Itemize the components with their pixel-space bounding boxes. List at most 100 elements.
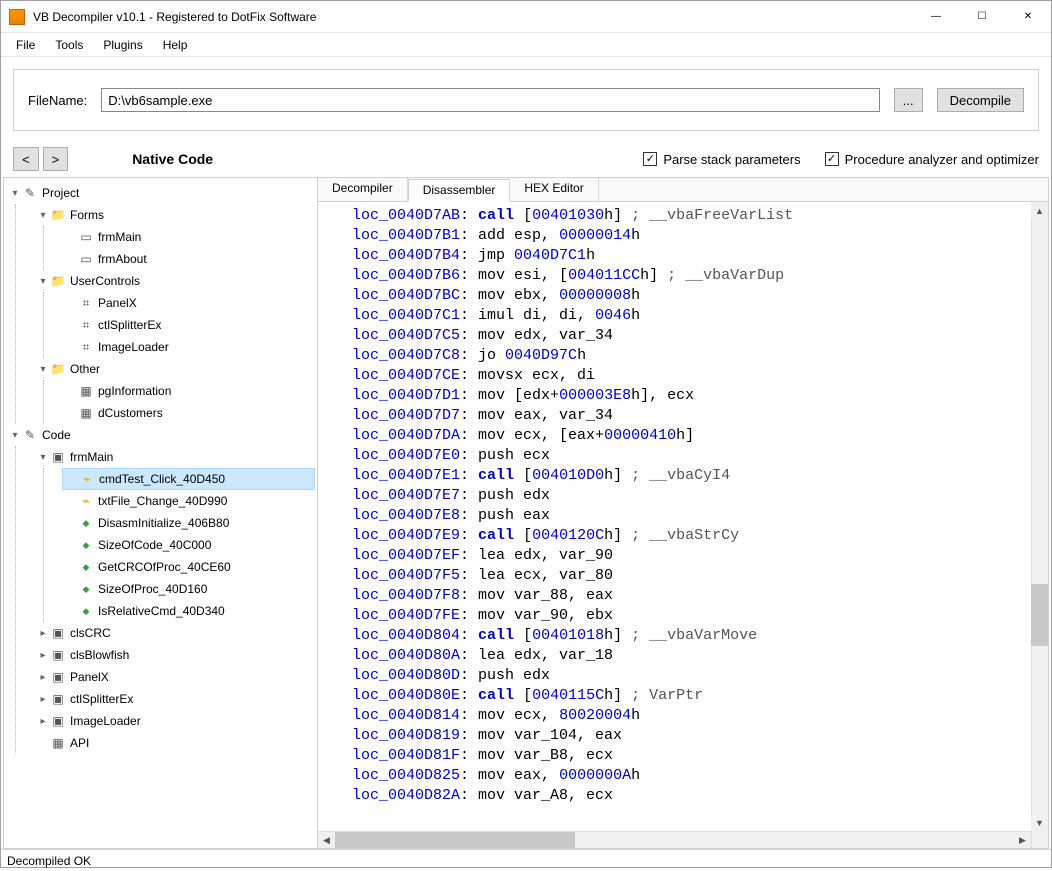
status-text: Decompiled OK [7,854,91,868]
disassembly-listing[interactable]: loc_0040D7AB: call [00401030h] ; __vbaFr… [318,202,1048,810]
grid-icon [78,384,94,398]
scroll-thumb[interactable] [1031,584,1048,646]
tree-node-forms[interactable]: ▾ 📁 Forms [34,204,315,226]
tree-node-frmmain-code[interactable]: ▾ frmMain [34,446,315,468]
code-type-heading: Native Code [132,151,213,167]
tree-node-usercontrols[interactable]: ▾ 📁 UserControls [34,270,315,292]
tab-decompiler[interactable]: Decompiler [318,178,408,201]
nav-back-button[interactable]: < [13,147,39,171]
menu-file[interactable]: File [6,35,45,55]
proc-icon [78,582,94,596]
tree-item-frmmain[interactable]: frmMain [62,226,315,248]
tree-proc[interactable]: IsRelativeCmd_40D340 [62,600,315,622]
tree-module[interactable]: ▸ PanelX [34,666,315,688]
maximize-button[interactable]: ☐ [959,2,1005,32]
expander-icon[interactable]: ▾ [36,452,50,463]
tree-node-code[interactable]: ▾ Code [6,424,315,446]
tree-label: Forms [70,208,104,222]
tree-proc[interactable]: DisasmInitialize_406B80 [62,512,315,534]
module-icon [50,692,66,706]
tree-item[interactable]: PanelX [62,292,315,314]
tree-label: frmAbout [98,252,147,266]
tree-node-other[interactable]: ▾ 📁 Other [34,358,315,380]
tree-proc[interactable]: GetCRCOfProc_40CE60 [62,556,315,578]
expander-icon[interactable]: ▾ [8,188,22,199]
tree-item-frmabout[interactable]: frmAbout [62,248,315,270]
expander-icon[interactable]: ▾ [36,210,50,221]
module-icon [50,626,66,640]
tree-module[interactable]: ▸ImageLoader [34,710,315,732]
horizontal-scrollbar[interactable]: ◀ ▶ [318,831,1031,848]
expander-icon[interactable]: ▸ [36,716,50,727]
code-area[interactable]: loc_0040D7AB: call [00401030h] ; __vbaFr… [318,202,1048,848]
tree-label: API [70,736,89,750]
nav-forward-button[interactable]: > [43,147,69,171]
minimize-button[interactable]: — [913,2,959,32]
expander-icon[interactable]: ▸ [36,672,50,683]
module-icon [50,648,66,662]
tree-label: pgInformation [98,384,171,398]
project-tree[interactable]: ▾ Project ▾ 📁 Forms frmMain [3,177,318,849]
scroll-left-button[interactable]: ◀ [318,832,335,848]
expander-icon[interactable]: ▸ [36,650,50,661]
expander-icon[interactable]: ▾ [36,276,50,287]
parse-stack-label: Parse stack parameters [663,152,800,167]
scroll-right-button[interactable]: ▶ [1014,832,1031,848]
tree-module[interactable]: API [34,732,315,754]
check-icon: ✓ [643,152,657,166]
menubar: File Tools Plugins Help [1,33,1051,57]
tree-proc[interactable]: SizeOfCode_40C000 [62,534,315,556]
tab-disassembler[interactable]: Disassembler [408,179,511,202]
tree-label: UserControls [70,274,140,288]
control-icon [78,296,94,310]
window-title: VB Decompiler v10.1 - Registered to DotF… [33,10,913,24]
tree-module[interactable]: ▸ctlSplitterEx [34,688,315,710]
tree-proc[interactable]: SizeOfProc_40D160 [62,578,315,600]
filename-input[interactable] [101,88,879,112]
tree-node-project[interactable]: ▾ Project [6,182,315,204]
expander-icon[interactable]: ▸ [36,628,50,639]
titlebar: VB Decompiler v10.1 - Registered to DotF… [1,1,1051,33]
expander-icon[interactable]: ▸ [36,694,50,705]
tree-item[interactable]: pgInformation [62,380,315,402]
tree-label: Code [42,428,71,442]
parse-stack-checkbox[interactable]: ✓ Parse stack parameters [643,152,800,167]
tree-label: frmMain [98,230,141,244]
vertical-scrollbar[interactable]: ▲ ▼ [1031,202,1048,848]
menu-tools[interactable]: Tools [45,35,93,55]
module-icon [50,670,66,684]
tree-module[interactable]: ▸clsBlowfish [34,644,315,666]
close-button[interactable]: ✕ [1005,2,1051,32]
navbar: < > Native Code ✓ Parse stack parameters… [1,143,1051,177]
form-icon [78,230,94,244]
tree-item[interactable]: dCustomers [62,402,315,424]
tab-hexeditor[interactable]: HEX Editor [510,178,598,201]
expander-icon[interactable]: ▾ [8,430,22,441]
expander-icon[interactable]: ▾ [36,364,50,375]
grid-icon [78,406,94,420]
module-icon [50,714,66,728]
tree-module[interactable]: ▸clsCRC [34,622,315,644]
check-icon: ✓ [825,152,839,166]
scroll-thumb[interactable] [335,832,575,848]
browse-button[interactable]: ... [894,88,923,112]
menu-help[interactable]: Help [153,35,198,55]
tree-item[interactable]: ctlSplitterEx [62,314,315,336]
filename-label: FileName: [28,93,87,108]
tree-label: PanelX [70,670,109,684]
tree-item[interactable]: ImageLoader [62,336,315,358]
folder-icon: 📁 [50,362,66,376]
optimizer-checkbox[interactable]: ✓ Procedure analyzer and optimizer [825,152,1039,167]
decompile-button[interactable]: Decompile [937,88,1024,112]
code-panel: Decompiler Disassembler HEX Editor loc_0… [318,177,1049,849]
control-icon [78,340,94,354]
menu-plugins[interactable]: Plugins [93,35,152,55]
scroll-up-button[interactable]: ▲ [1031,202,1048,219]
tree-proc-selected[interactable]: cmdTest_Click_40D450 [62,468,315,490]
scroll-down-button[interactable]: ▼ [1031,814,1048,831]
project-icon [22,186,38,200]
module-icon [50,736,66,750]
tree-label: txtFile_Change_40D990 [98,494,227,508]
tree-label: PanelX [98,296,137,310]
tree-proc[interactable]: txtFile_Change_40D990 [62,490,315,512]
